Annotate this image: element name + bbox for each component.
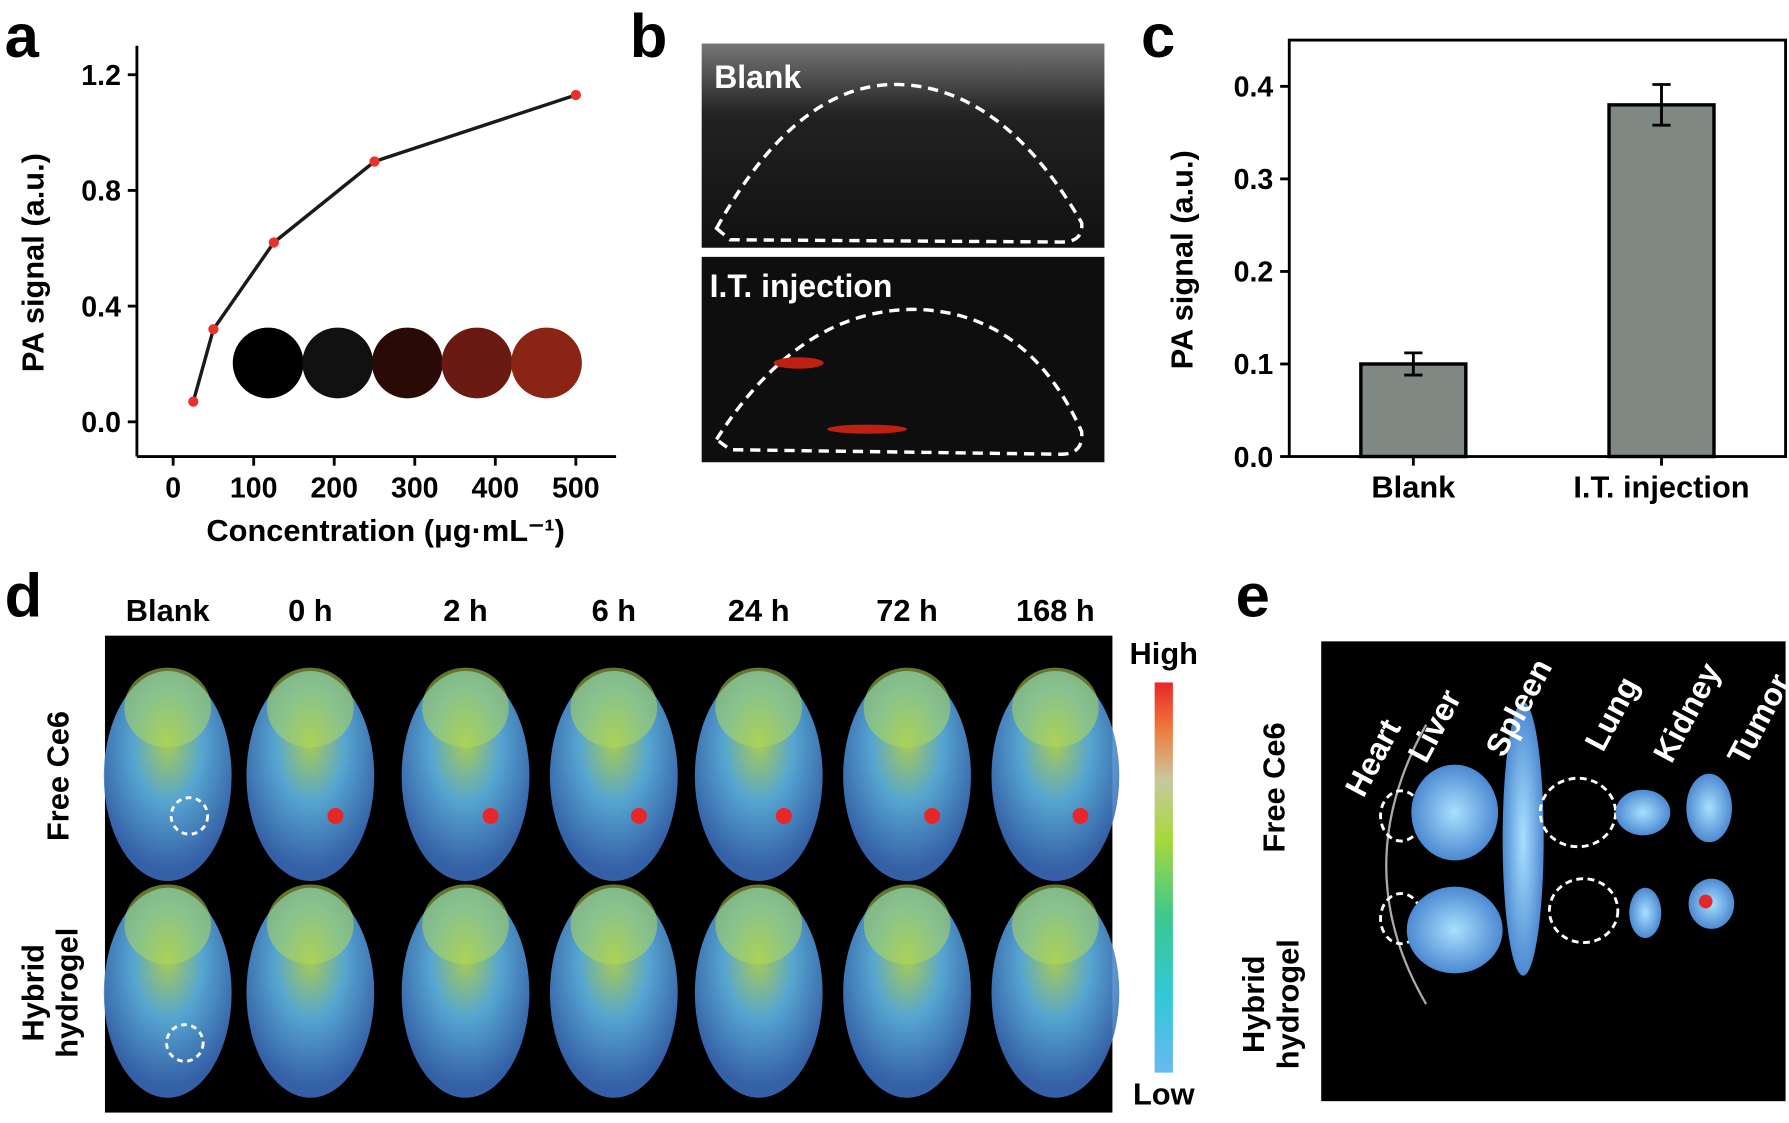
- panel-letter: d: [5, 561, 43, 630]
- organ-image: [1686, 773, 1732, 843]
- data-point: [369, 156, 380, 167]
- data-point: [570, 89, 581, 101]
- organ-image: [1615, 789, 1671, 836]
- mouse-head: [422, 667, 509, 748]
- column-label: 2 h: [443, 593, 488, 628]
- row-label: hydrogel: [50, 928, 85, 1058]
- organ-images: [1379, 701, 1735, 976]
- x-tick-label: 100: [230, 473, 278, 505]
- column-label: Blank: [126, 593, 211, 628]
- column-label: 6 h: [592, 593, 637, 628]
- x-tick-label: 400: [472, 473, 520, 505]
- mouse-head: [570, 884, 658, 965]
- data-point: [268, 237, 279, 248]
- organ-outline: [1547, 877, 1620, 945]
- inset-image: [302, 327, 374, 399]
- x-axis-label: Concentration (μg·mL⁻¹): [206, 513, 564, 548]
- data-point: [208, 324, 219, 335]
- organ-image: [1502, 701, 1544, 976]
- x-tick-label: Blank: [1371, 470, 1456, 505]
- signal-spot: [924, 807, 941, 824]
- mice-images: [103, 667, 1120, 1098]
- bar: [1607, 103, 1716, 459]
- x-tick-label: 300: [391, 473, 439, 505]
- tumor-outline: [165, 1023, 205, 1063]
- x-tick-label: 0: [165, 473, 181, 505]
- imaging-background: [1321, 641, 1786, 1102]
- row-label: Free Ce6: [40, 711, 75, 841]
- y-tick-label: 0.8: [81, 176, 121, 208]
- y-tick-label: 0.0: [1234, 442, 1274, 474]
- signal-spot: [630, 807, 647, 824]
- inset-image: [232, 327, 304, 399]
- error-bar: [1652, 83, 1671, 127]
- signal-spot: [773, 357, 824, 369]
- row-label: Free Ce6: [1257, 722, 1292, 852]
- mouse-head: [863, 884, 951, 965]
- panel-letter: b: [630, 2, 668, 71]
- mouse-head: [124, 667, 212, 748]
- panel-letter: a: [5, 2, 40, 71]
- y-tick-label: 0.4: [1234, 72, 1274, 104]
- bar: [1359, 362, 1468, 459]
- signal-spot: [1072, 807, 1089, 824]
- x-tick-label: 500: [552, 473, 600, 505]
- x-tick-label: 200: [310, 473, 358, 505]
- column-label: 0 h: [288, 593, 333, 628]
- y-axis-label: PA signal (a.u.): [15, 153, 50, 372]
- y-tick-label: 0.0: [81, 407, 121, 439]
- row-label: Hybrid: [15, 944, 50, 1042]
- data-point: [188, 396, 199, 407]
- signal-spot: [327, 807, 344, 824]
- y-tick-label: 0.2: [1234, 257, 1274, 289]
- tumor-outline: [714, 307, 1084, 456]
- row-label: hydrogel: [1270, 939, 1305, 1069]
- organ-image: [1406, 886, 1503, 974]
- y-axis-label: PA signal (a.u.): [1164, 150, 1199, 369]
- signal-spot: [775, 807, 792, 824]
- mouse-head: [422, 884, 509, 965]
- y-tick-label: 0.3: [1234, 164, 1274, 196]
- inset-images: [232, 327, 582, 399]
- row-label: Hybrid: [1236, 955, 1271, 1053]
- image-label: I.T. injection: [710, 268, 893, 304]
- mouse-head: [715, 667, 803, 748]
- organ-image: [1411, 764, 1499, 861]
- image-label: Blank: [714, 59, 801, 95]
- plot-frame: [1287, 38, 1788, 458]
- y-tick-label: 0.1: [1234, 349, 1274, 381]
- ultrasound-image: [701, 43, 1105, 248]
- inset-image: [441, 327, 513, 399]
- mouse-head: [266, 667, 354, 748]
- y-tick-label: 0.4: [81, 291, 121, 323]
- mouse-head: [1012, 884, 1099, 965]
- mouse-head: [266, 884, 354, 965]
- scale-label: Low: [1133, 1077, 1196, 1112]
- organ-image: [1629, 887, 1662, 939]
- column-label: 24 h: [728, 593, 790, 628]
- color-scale: [1154, 682, 1173, 1073]
- panel-letter: e: [1236, 561, 1270, 630]
- y-tick-label: 1.2: [81, 60, 121, 92]
- column-label: 168 h: [1016, 593, 1095, 628]
- tumor-outline: [169, 796, 210, 836]
- inset-image: [511, 327, 582, 399]
- x-tick-label: I.T. injection: [1573, 470, 1749, 505]
- signal-spot: [482, 807, 499, 824]
- inset-image: [371, 327, 443, 399]
- scale-label: High: [1130, 636, 1198, 671]
- mouse-head: [715, 884, 803, 965]
- tumor-outline: [714, 82, 1084, 244]
- mouse-head: [863, 667, 951, 748]
- signal-spot: [827, 424, 908, 434]
- dish-edge: [1385, 724, 1428, 1005]
- mouse-head: [1012, 667, 1099, 748]
- signal-spot: [1698, 894, 1713, 909]
- column-label: 72 h: [876, 593, 938, 628]
- panel-letter: c: [1141, 2, 1175, 71]
- mouse-head: [570, 667, 658, 748]
- mouse-head: [124, 884, 212, 965]
- error-bar: [1404, 351, 1423, 377]
